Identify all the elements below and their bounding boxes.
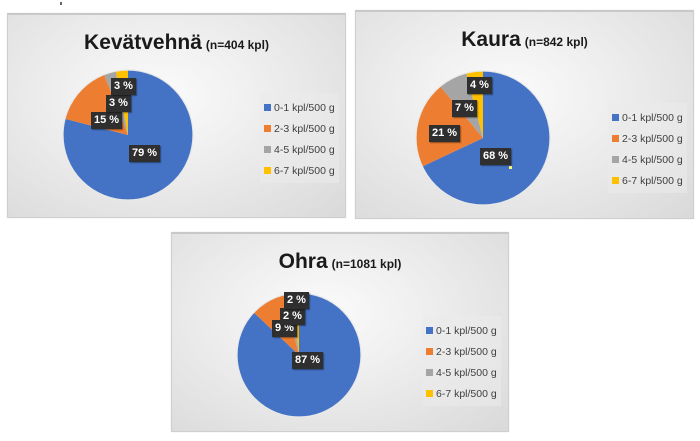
legend-swatch-icon — [612, 177, 619, 184]
legend-item: 2-3 kpl/500 g — [426, 341, 497, 362]
legend-item: 4-5 kpl/500 g — [264, 139, 335, 160]
legend-label: 4-5 kpl/500 g — [274, 143, 335, 156]
legend-item: 2-3 kpl/500 g — [612, 128, 683, 149]
legend-swatch-icon — [426, 390, 433, 397]
pie-slice — [63, 69, 193, 200]
chart-title-main: Kevätvehnä — [84, 31, 202, 54]
chart-kaura: Kaura (n=842 kpl) 68 % 21 % 7 % 4 % 0-1 k… — [355, 10, 694, 219]
legend: 0-1 kpl/500 g 2-3 kpl/500 g 4-5 kpl/500 g 6… — [422, 316, 501, 406]
legend-item: 0-1 kpl/500 g — [426, 320, 497, 341]
legend-item: 4-5 kpl/500 g — [612, 149, 683, 170]
chart-kevatvehna: Kevätvehnä (n=404 kpl) 79 % 15 % 3 % 3 % … — [7, 13, 346, 218]
legend-item: 4-5 kpl/500 g — [426, 362, 497, 383]
data-label-4-5: 3 % — [106, 95, 131, 112]
legend-item: 0-1 kpl/500 g — [612, 107, 683, 128]
chart-title-main: Ohra — [278, 250, 328, 273]
legend-label: 2-3 kpl/500 g — [622, 132, 683, 145]
legend-swatch-icon — [264, 125, 271, 132]
data-label-0-1: 87 % — [292, 352, 324, 369]
legend-label: 2-3 kpl/500 g — [436, 345, 497, 358]
data-label-6-7: 4 % — [467, 77, 492, 94]
legend-label: 6-7 kpl/500 g — [622, 174, 683, 187]
marker-dot — [509, 166, 512, 169]
legend-label: 2-3 kpl/500 g — [274, 122, 335, 135]
legend-item: 0-1 kpl/500 g — [264, 97, 335, 118]
legend-label: 4-5 kpl/500 g — [436, 366, 497, 379]
data-label-4-5: 2 % — [280, 308, 305, 325]
data-label-0-1: 79 % — [129, 145, 161, 162]
legend-label: 0-1 kpl/500 g — [622, 111, 683, 124]
legend-label: 6-7 kpl/500 g — [436, 387, 497, 400]
data-label-2-3: 15 % — [91, 112, 123, 129]
legend-swatch-icon — [612, 156, 619, 163]
legend-swatch-icon — [264, 167, 271, 174]
pie-chart — [415, 70, 551, 206]
chart-title-subtitle: (n=1081 kpl) — [331, 257, 402, 271]
data-label-4-5: 7 % — [452, 100, 477, 117]
chart-ohra: Ohra (n=1081 kpl) 87 % 9 % 2 % 2 % 0-1 kp… — [171, 232, 509, 432]
chart-title-main: Kaura — [461, 28, 521, 51]
legend-label: 4-5 kpl/500 g — [622, 153, 683, 166]
data-label-0-1: 68 % — [480, 148, 512, 165]
legend: 0-1 kpl/500 g 2-3 kpl/500 g 4-5 kpl/500 g 6… — [608, 103, 687, 193]
legend-swatch-icon — [264, 104, 271, 111]
legend-label: 6-7 kpl/500 g — [274, 164, 335, 177]
legend-item: 6-7 kpl/500 g — [264, 160, 335, 181]
legend-item: 6-7 kpl/500 g — [612, 170, 683, 191]
legend-swatch-icon — [612, 114, 619, 121]
chart-title-subtitle: (n=842 kpl) — [524, 35, 588, 49]
legend-swatch-icon — [426, 327, 433, 334]
legend-swatch-icon — [264, 146, 271, 153]
data-label-6-7: 3 % — [111, 78, 136, 95]
legend-item: 6-7 kpl/500 g — [426, 383, 497, 404]
chart-title-subtitle: (n=404 kpl) — [205, 38, 269, 52]
decorative-dot — [60, 2, 62, 5]
legend-label: 0-1 kpl/500 g — [436, 324, 497, 337]
pie-slice — [422, 70, 550, 205]
legend-label: 0-1 kpl/500 g — [274, 101, 335, 114]
legend: 0-1 kpl/500 g 2-3 kpl/500 g 4-5 kpl/500 g 6… — [260, 93, 339, 183]
data-label-6-7: 2 % — [284, 292, 309, 309]
chart-title: Kaura (n=842 kpl) — [356, 28, 693, 52]
legend-swatch-icon — [612, 135, 619, 142]
chart-title: Ohra (n=1081 kpl) — [172, 250, 508, 274]
legend-item: 2-3 kpl/500 g — [264, 118, 335, 139]
chart-title: Kevätvehnä (n=404 kpl) — [8, 31, 345, 55]
legend-swatch-icon — [426, 369, 433, 376]
data-label-2-3: 21 % — [429, 125, 461, 142]
legend-swatch-icon — [426, 348, 433, 355]
